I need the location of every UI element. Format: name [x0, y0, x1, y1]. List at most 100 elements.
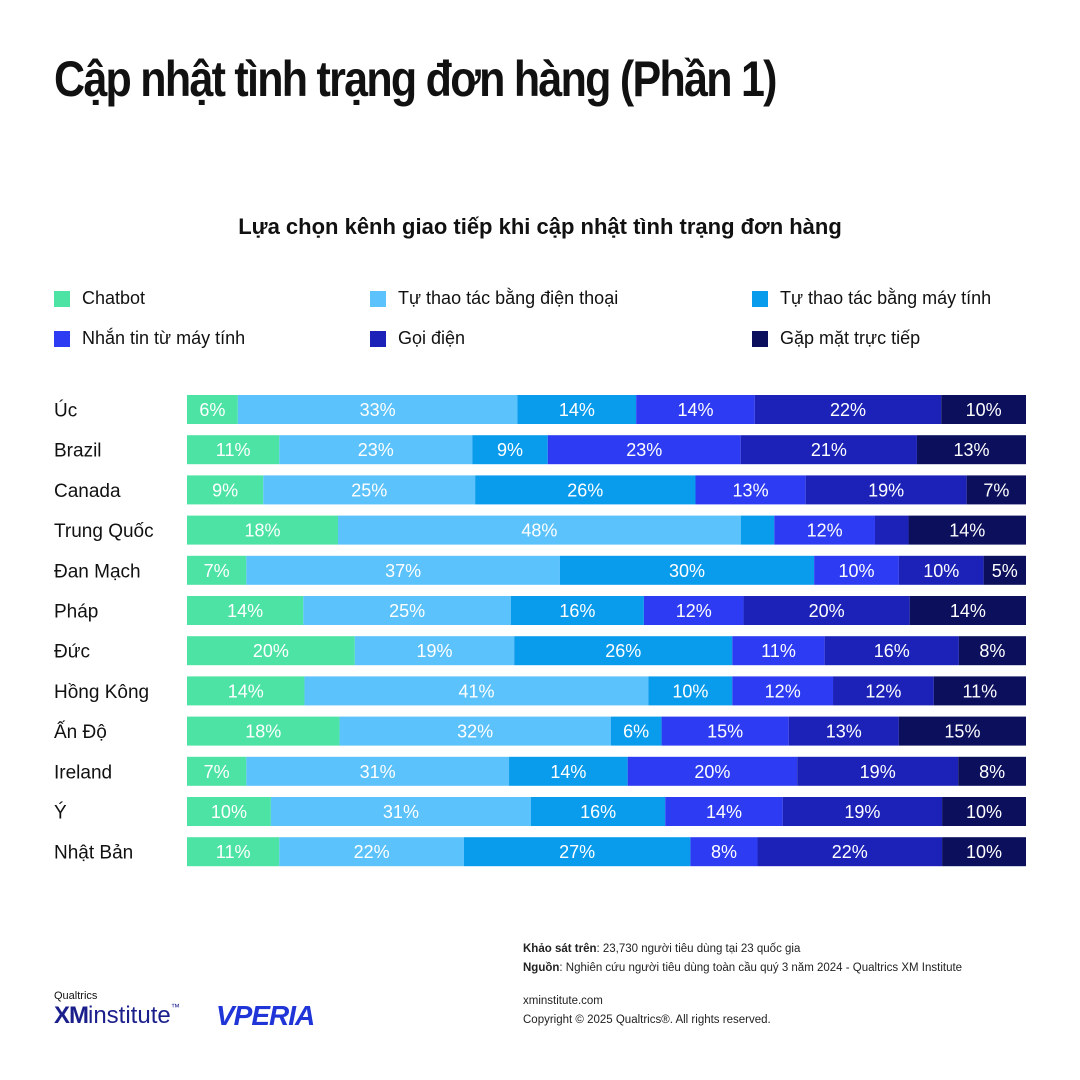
data-label-an-do-tu-thao-tac-bang-dien-thoai: 32%: [457, 722, 493, 742]
legend-label: Nhắn tin từ máy tính: [82, 328, 246, 348]
data-label-duc-chatbot: 20%: [253, 641, 289, 661]
legend-swatch: [54, 330, 70, 347]
data-label-nhat-ban-nhan-tin-tu-may-tinh: 8%: [711, 842, 737, 862]
bar-ireland-gap-mat-truc-tiep: [958, 756, 1026, 786]
legend-item-goi-dien: Gọi điện: [370, 328, 465, 349]
survey-note: Khảo sát trên: 23,730 người tiêu dùng tạ…: [523, 940, 962, 959]
bar-phap-nhan-tin-tu-may-tinh: [643, 596, 744, 625]
legend-item-tu-thao-tac-bang-may-tinh: Tự thao tác bằng máy tính: [752, 288, 991, 309]
row-label-phap: Pháp: [54, 602, 98, 623]
data-label-trung-quoc-chatbot: 18%: [244, 521, 280, 541]
bar-hong-kong-goi-dien: [833, 676, 934, 706]
data-label-hong-kong-goi-dien: 12%: [865, 681, 901, 701]
data-label-duc-goi-dien: 16%: [874, 641, 910, 661]
data-label-nhat-ban-goi-dien: 22%: [832, 842, 868, 862]
data-label-duc-gap-mat-truc-tiep: 8%: [979, 641, 1005, 661]
bar-y-tu-thao-tac-bang-may-tinh: [530, 797, 666, 826]
legend-item-gap-mat-truc-tiep: Gặp mặt trực tiếp: [752, 328, 920, 349]
source-text: : Nghiên cứu người tiêu dùng toàn cầu qu…: [559, 962, 963, 974]
data-label-ireland-chatbot: 7%: [204, 762, 230, 782]
bar-dan-mach-tu-thao-tac-bang-dien-thoai: [246, 555, 560, 585]
data-label-brazil-tu-thao-tac-bang-may-tinh: 9%: [497, 440, 523, 460]
data-label-canada-chatbot: 9%: [212, 480, 238, 500]
data-label-y-goi-dien: 19%: [844, 802, 880, 822]
footer-copyright-block: xminstitute.com Copyright © 2025 Qualtri…: [523, 992, 771, 1030]
bar-canada-nhan-tin-tu-may-tinh: [695, 475, 806, 505]
bar-nhat-ban-chatbot: [187, 837, 280, 867]
data-label-y-gap-mat-truc-tiep: 10%: [966, 802, 1002, 822]
bar-brazil-chatbot: [187, 435, 280, 465]
data-label-y-tu-thao-tac-bang-dien-thoai: 31%: [383, 802, 419, 822]
source-label: Nguồn: [523, 962, 560, 974]
data-label-trung-quoc-nhan-tin-tu-may-tinh: 12%: [807, 521, 843, 541]
row-label-hong-kong: Hồng Kông: [54, 682, 149, 703]
data-label-uc-gap-mat-truc-tiep: 10%: [966, 400, 1002, 420]
bar-ireland-nhan-tin-tu-may-tinh: [627, 756, 798, 786]
bar-y-chatbot: [187, 797, 271, 826]
data-label-y-nhan-tin-tu-may-tinh: 14%: [706, 802, 742, 822]
bar-nhat-ban-goi-dien: [757, 837, 943, 867]
bar-ireland-tu-thao-tac-bang-may-tinh: [509, 756, 628, 786]
bar-uc-tu-thao-tac-bang-dien-thoai: [237, 395, 518, 424]
bar-hong-kong-gap-mat-truc-tiep: [933, 676, 1026, 706]
bar-canada-tu-thao-tac-bang-may-tinh: [475, 475, 696, 505]
data-label-ireland-tu-thao-tac-bang-dien-thoai: 31%: [360, 762, 396, 782]
bar-brazil-gap-mat-truc-tiep: [916, 435, 1026, 465]
page-title: Cập nhật tình trạng đơn hàng (Phần 1): [54, 51, 778, 107]
legend-label: Gọi điện: [398, 328, 466, 348]
data-label-ireland-gap-mat-truc-tiep: 8%: [979, 762, 1005, 782]
data-label-brazil-goi-dien: 21%: [811, 440, 847, 460]
copyright-text: Copyright © 2025 Qualtrics®. All rights …: [523, 1014, 771, 1026]
bar-nhat-ban-tu-thao-tac-bang-may-tinh: [463, 837, 691, 867]
data-label-canada-nhan-tin-tu-may-tinh: 13%: [733, 480, 769, 500]
bar-uc-goi-dien: [754, 395, 942, 424]
legend-label: Chatbot: [82, 288, 146, 308]
bar-brazil-nhan-tin-tu-may-tinh: [547, 435, 741, 465]
vperia-logo: VPERIA: [216, 1000, 315, 1031]
bar-y-nhan-tin-tu-may-tinh: [665, 797, 783, 826]
row-label-brazil: Brazil: [54, 441, 102, 462]
data-label-trung-quoc-tu-thao-tac-bang-dien-thoai: 48%: [521, 521, 557, 541]
bar-canada-chatbot: [187, 475, 264, 505]
data-label-phap-nhan-tin-tu-may-tinh: 12%: [676, 601, 712, 621]
legend-swatch: [752, 330, 768, 347]
bar-dan-mach-tu-thao-tac-bang-may-tinh: [559, 555, 815, 585]
source-note: Nguồn: Nghiên cứu người tiêu dùng toàn c…: [523, 959, 962, 978]
data-label-duc-tu-thao-tac-bang-may-tinh: 26%: [605, 641, 641, 661]
legend-swatch: [752, 290, 768, 307]
website-link[interactable]: xminstitute.com: [523, 995, 603, 1007]
bar-trung-quoc-tu-thao-tac-bang-may-tinh: [740, 515, 775, 545]
bar-uc-tu-thao-tac-bang-may-tinh: [517, 395, 637, 424]
data-label-phap-goi-dien: 20%: [809, 601, 845, 621]
qualtrics-wordmark: Qualtrics: [54, 990, 98, 1002]
bar-dan-mach-gap-mat-truc-tiep: [983, 555, 1026, 585]
data-label-phap-tu-thao-tac-bang-may-tinh: 16%: [559, 601, 595, 621]
data-label-uc-tu-thao-tac-bang-dien-thoai: 33%: [360, 400, 396, 420]
data-label-hong-kong-tu-thao-tac-bang-dien-thoai: 41%: [458, 681, 494, 701]
row-label-ireland: Ireland: [54, 762, 112, 783]
data-label-an-do-gap-mat-truc-tiep: 15%: [944, 722, 980, 742]
row-label-canada: Canada: [54, 481, 121, 502]
bar-hong-kong-nhan-tin-tu-may-tinh: [732, 676, 834, 706]
bar-nhat-ban-gap-mat-truc-tiep: [942, 837, 1026, 867]
bar-brazil-tu-thao-tac-bang-dien-thoai: [279, 435, 473, 465]
legend-swatch: [54, 290, 70, 307]
bar-duc-chatbot: [187, 636, 355, 666]
legend-label: Gặp mặt trực tiếp: [780, 328, 921, 348]
bar-canada-gap-mat-truc-tiep: [966, 475, 1026, 505]
row-label-y: Ý: [54, 803, 67, 824]
bar-phap-goi-dien: [743, 596, 910, 625]
data-label-uc-nhan-tin-tu-may-tinh: 14%: [677, 400, 713, 420]
data-label-brazil-chatbot: 11%: [216, 440, 251, 460]
data-label-brazil-nhan-tin-tu-may-tinh: 23%: [626, 440, 662, 460]
data-label-dan-mach-goi-dien: 10%: [923, 561, 959, 581]
bar-brazil-tu-thao-tac-bang-may-tinh: [472, 435, 548, 465]
bar-an-do-gap-mat-truc-tiep: [898, 716, 1026, 746]
data-label-nhat-ban-gap-mat-truc-tiep: 10%: [966, 842, 1002, 862]
data-label-duc-nhan-tin-tu-may-tinh: 11%: [761, 641, 796, 661]
legend-swatch: [370, 290, 386, 307]
bar-ireland-goi-dien: [797, 756, 959, 786]
data-label-canada-tu-thao-tac-bang-dien-thoai: 25%: [351, 480, 387, 500]
row-label-dan-mach: Đan Mạch: [54, 561, 141, 582]
